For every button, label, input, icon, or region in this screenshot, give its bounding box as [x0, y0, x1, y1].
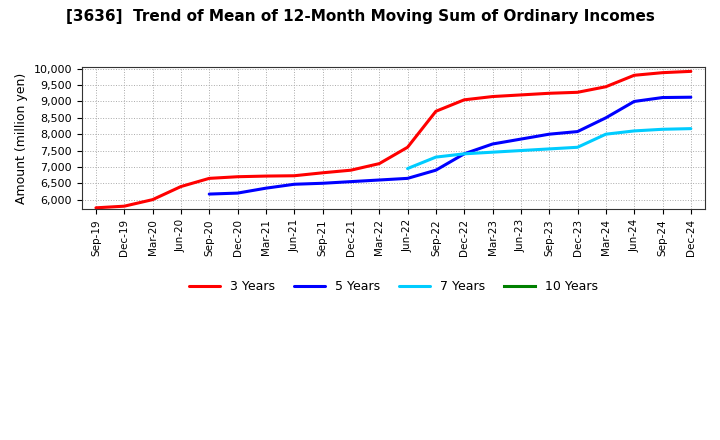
- 3 Years: [686, 69, 695, 74]
- 5 Years: [545, 132, 554, 137]
- 5 Years: [460, 151, 469, 157]
- 5 Years: [686, 95, 695, 100]
- 3 Years: [545, 91, 554, 96]
- 5 Years: [573, 129, 582, 134]
- 3 Years: [91, 205, 100, 210]
- 7 Years: [488, 150, 497, 155]
- 3 Years: [375, 161, 384, 166]
- Line: 5 Years: 5 Years: [210, 97, 690, 194]
- 5 Years: [403, 176, 412, 181]
- 5 Years: [290, 182, 299, 187]
- 5 Years: [488, 141, 497, 147]
- 7 Years: [573, 145, 582, 150]
- Y-axis label: Amount (million yen): Amount (million yen): [15, 73, 28, 204]
- 7 Years: [686, 126, 695, 131]
- 7 Years: [403, 166, 412, 171]
- 3 Years: [205, 176, 214, 181]
- 3 Years: [431, 109, 440, 114]
- Text: [3636]  Trend of Mean of 12-Month Moving Sum of Ordinary Incomes: [3636] Trend of Mean of 12-Month Moving …: [66, 9, 654, 24]
- 3 Years: [403, 145, 412, 150]
- 7 Years: [516, 148, 525, 153]
- 3 Years: [148, 197, 157, 202]
- 3 Years: [601, 84, 610, 89]
- 5 Years: [318, 181, 327, 186]
- 7 Years: [545, 146, 554, 151]
- 3 Years: [233, 174, 242, 180]
- 3 Years: [176, 184, 185, 189]
- 5 Years: [601, 115, 610, 121]
- 3 Years: [261, 173, 270, 179]
- 5 Years: [346, 179, 355, 184]
- 3 Years: [488, 94, 497, 99]
- Legend: 3 Years, 5 Years, 7 Years, 10 Years: 3 Years, 5 Years, 7 Years, 10 Years: [184, 275, 603, 298]
- 5 Years: [233, 191, 242, 196]
- 7 Years: [431, 154, 440, 160]
- 5 Years: [375, 177, 384, 183]
- 3 Years: [346, 168, 355, 173]
- 5 Years: [205, 191, 214, 197]
- 5 Years: [658, 95, 667, 100]
- 3 Years: [290, 173, 299, 178]
- 5 Years: [516, 136, 525, 142]
- 3 Years: [460, 97, 469, 103]
- 7 Years: [460, 151, 469, 157]
- 5 Years: [261, 186, 270, 191]
- 5 Years: [630, 99, 639, 104]
- 3 Years: [658, 70, 667, 75]
- 7 Years: [601, 132, 610, 137]
- 7 Years: [630, 128, 639, 134]
- 3 Years: [318, 170, 327, 176]
- 3 Years: [630, 73, 639, 78]
- 7 Years: [658, 127, 667, 132]
- 3 Years: [120, 204, 129, 209]
- Line: 7 Years: 7 Years: [408, 128, 690, 169]
- 3 Years: [516, 92, 525, 98]
- Line: 3 Years: 3 Years: [96, 71, 690, 208]
- 3 Years: [573, 90, 582, 95]
- 5 Years: [431, 168, 440, 173]
